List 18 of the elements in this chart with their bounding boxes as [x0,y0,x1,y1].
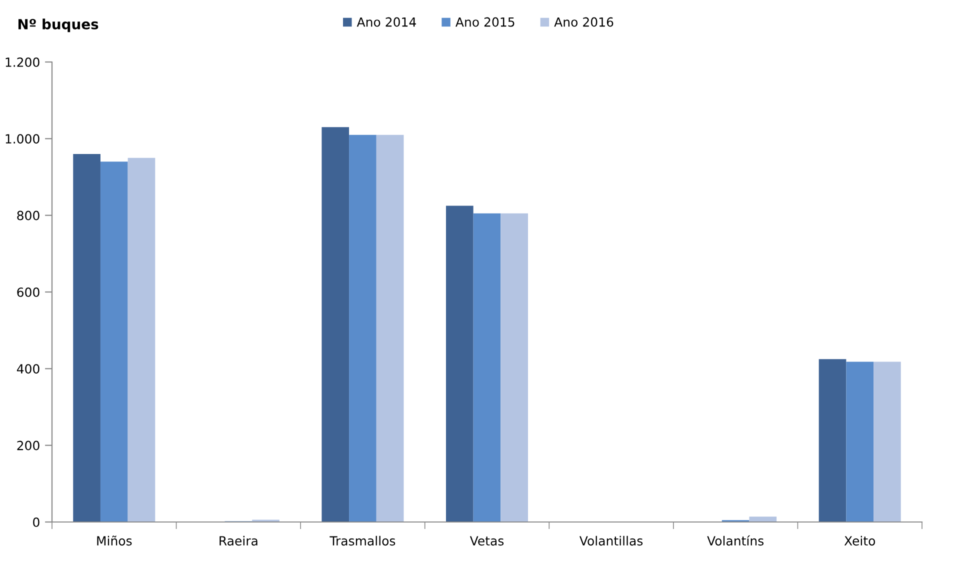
x-tick-label: Trasmallos [330,536,396,546]
legend-label: Ano 2016 [554,17,614,27]
x-tick-label: Miños [97,536,132,546]
y-tick-label: 200 [17,440,40,450]
x-tick-label: Vetas [470,536,504,546]
y-tick-label: 600 [17,287,40,297]
x-tick-label: Raeira [220,536,258,546]
y-tick-label: 1.000 [6,134,40,144]
x-tick-label: Xeito [844,536,876,546]
y-axis-title: Nº buques [18,18,98,32]
y-tick-label: 400 [16,364,40,374]
legend-label: Ano 2014 [356,17,416,27]
y-tick-label: 800 [17,210,40,220]
legend-label: Ano 2015 [456,17,514,27]
y-tick-label: 0 [33,517,40,527]
x-tick-label: Volantillas [579,536,643,546]
x-tick-label: Volantíns [707,535,764,546]
y-tick-label: 1.200 [6,57,40,67]
